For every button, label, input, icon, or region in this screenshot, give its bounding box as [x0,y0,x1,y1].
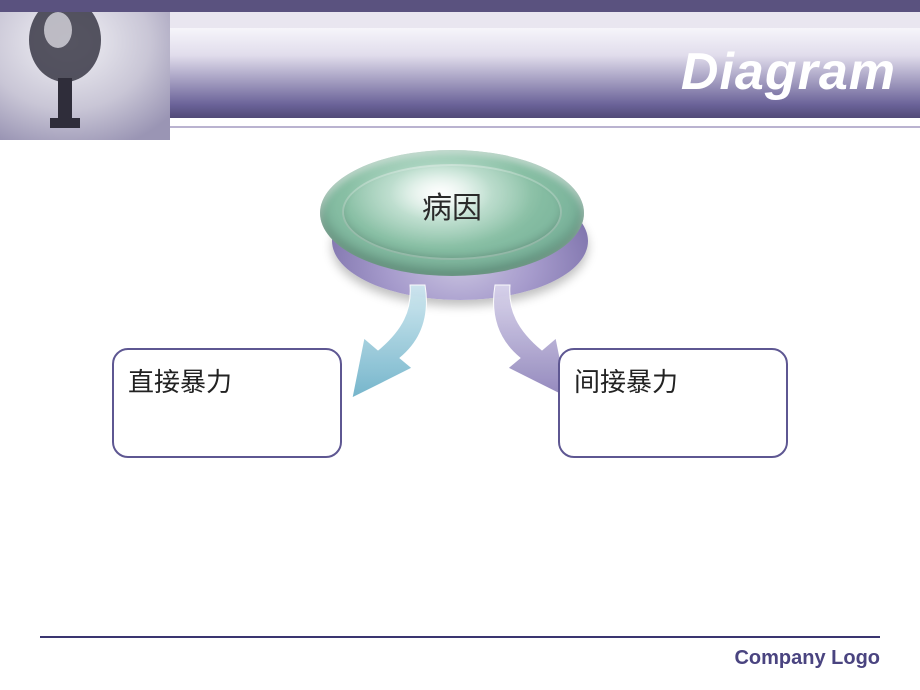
corner-photo [0,0,170,140]
arrow-left [330,280,460,420]
child-box-right: 间接暴力 [558,348,788,458]
footer-rule [40,636,880,638]
child-box-left-label: 直接暴力 [128,367,232,397]
slide: Diagram 病因 [0,0,920,690]
root-node-label: 病因 [320,150,584,260]
child-box-right-label: 间接暴力 [574,367,678,397]
child-box-left: 直接暴力 [112,348,342,458]
footer-text: Company Logo [734,647,880,670]
root-node: 病因 [320,150,600,300]
slide-title: Diagram [681,42,896,102]
